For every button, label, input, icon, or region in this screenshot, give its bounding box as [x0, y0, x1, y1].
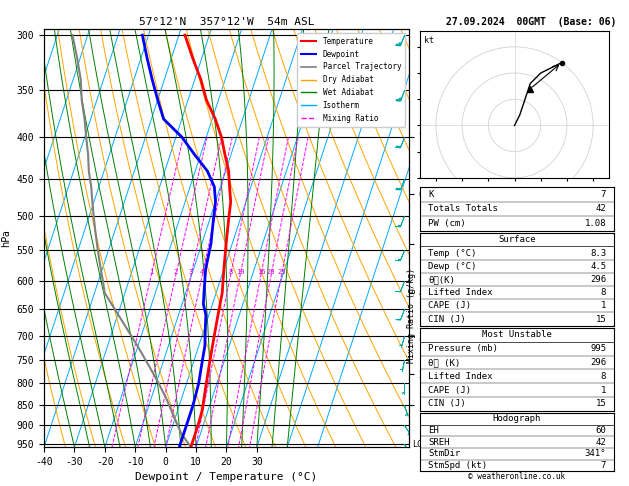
- Text: Dewp (°C): Dewp (°C): [428, 262, 476, 271]
- Text: 15: 15: [596, 399, 606, 408]
- Text: θᴇ(K): θᴇ(K): [428, 275, 455, 284]
- Text: CAPE (J): CAPE (J): [428, 385, 471, 395]
- Text: 8: 8: [228, 269, 233, 275]
- Text: 25: 25: [277, 269, 286, 275]
- Text: 4: 4: [200, 269, 204, 275]
- Text: StmSpd (kt): StmSpd (kt): [428, 461, 487, 470]
- Text: 296: 296: [590, 275, 606, 284]
- Text: 8: 8: [601, 372, 606, 381]
- Text: EH: EH: [428, 426, 438, 435]
- Text: Most Unstable: Most Unstable: [482, 330, 552, 339]
- Text: 7: 7: [601, 190, 606, 199]
- Text: 7: 7: [601, 461, 606, 470]
- Text: 10: 10: [236, 269, 245, 275]
- Text: Surface: Surface: [498, 235, 536, 244]
- Text: 1: 1: [601, 385, 606, 395]
- Text: Lifted Index: Lifted Index: [428, 372, 493, 381]
- Text: CIN (J): CIN (J): [428, 314, 465, 324]
- Text: © weatheronline.co.uk: © weatheronline.co.uk: [469, 472, 565, 481]
- Text: 995: 995: [590, 344, 606, 353]
- X-axis label: Dewpoint / Temperature (°C): Dewpoint / Temperature (°C): [135, 472, 318, 483]
- Text: SREH: SREH: [428, 438, 450, 447]
- Y-axis label: hPa: hPa: [1, 229, 11, 247]
- Text: LCL: LCL: [413, 440, 428, 449]
- Text: 15: 15: [596, 314, 606, 324]
- Y-axis label: km
ASL: km ASL: [432, 238, 450, 260]
- Text: PW (cm): PW (cm): [428, 219, 465, 228]
- Text: 8: 8: [601, 288, 606, 297]
- Text: 8.3: 8.3: [590, 248, 606, 258]
- Text: 60: 60: [596, 426, 606, 435]
- Text: Lifted Index: Lifted Index: [428, 288, 493, 297]
- Text: kt: kt: [424, 35, 434, 45]
- Text: 42: 42: [596, 205, 606, 213]
- Text: Temp (°C): Temp (°C): [428, 248, 476, 258]
- Text: 296: 296: [590, 358, 606, 367]
- Text: 1: 1: [149, 269, 153, 275]
- Text: 3: 3: [189, 269, 193, 275]
- Text: Hodograph: Hodograph: [493, 415, 541, 423]
- Text: 42: 42: [596, 438, 606, 447]
- Text: 16: 16: [257, 269, 265, 275]
- Text: Pressure (mb): Pressure (mb): [428, 344, 498, 353]
- Text: 2: 2: [174, 269, 178, 275]
- Legend: Temperature, Dewpoint, Parcel Trajectory, Dry Adiabat, Wet Adiabat, Isotherm, Mi: Temperature, Dewpoint, Parcel Trajectory…: [298, 33, 405, 126]
- Text: Totals Totals: Totals Totals: [428, 205, 498, 213]
- Text: K: K: [428, 190, 433, 199]
- Text: 341°: 341°: [584, 450, 606, 458]
- Text: 4.5: 4.5: [590, 262, 606, 271]
- Text: 27.09.2024  00GMT  (Base: 06): 27.09.2024 00GMT (Base: 06): [447, 17, 616, 27]
- Text: 1.08: 1.08: [584, 219, 606, 228]
- Text: CIN (J): CIN (J): [428, 399, 465, 408]
- Text: CAPE (J): CAPE (J): [428, 301, 471, 311]
- Text: 20: 20: [267, 269, 276, 275]
- Text: Mixing Ratio (g/kg): Mixing Ratio (g/kg): [408, 268, 416, 364]
- Text: θᴇ (K): θᴇ (K): [428, 358, 460, 367]
- Text: StmDir: StmDir: [428, 450, 460, 458]
- Title: 57°12'N  357°12'W  54m ASL: 57°12'N 357°12'W 54m ASL: [138, 17, 314, 27]
- Text: 1: 1: [601, 301, 606, 311]
